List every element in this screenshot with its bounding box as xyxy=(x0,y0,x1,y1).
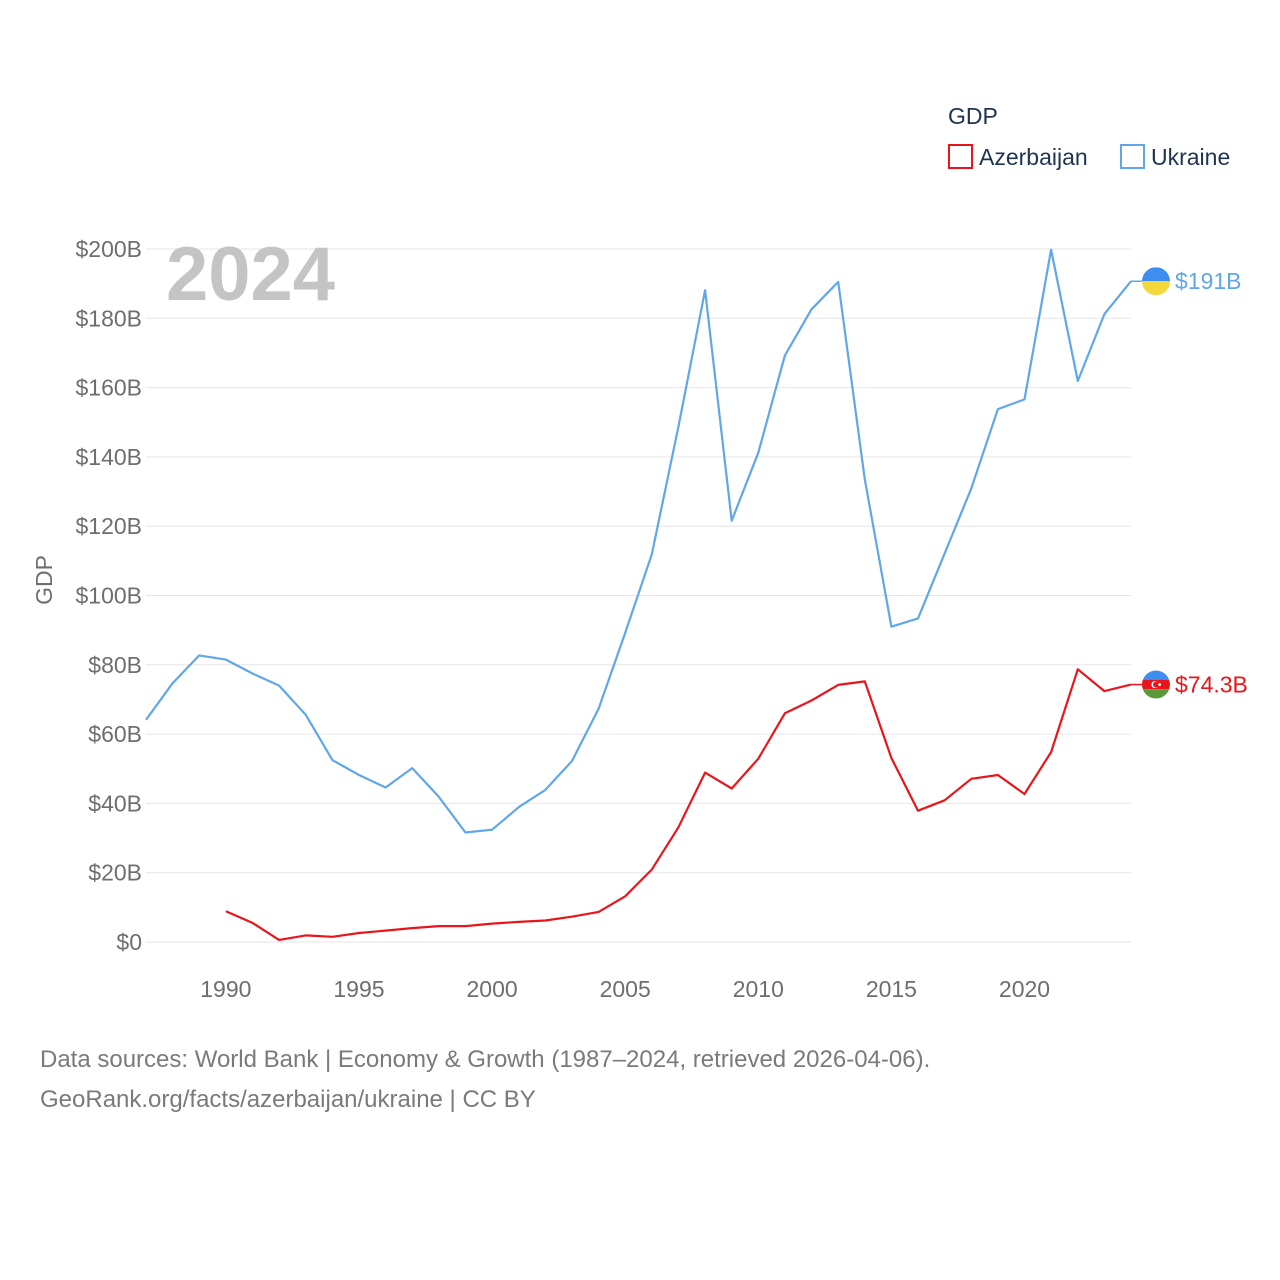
legend-label-ukraine: Ukraine xyxy=(1151,144,1230,170)
y-tick-label: $120B xyxy=(75,513,142,539)
x-tick-label: 2020 xyxy=(999,976,1050,1002)
series-line-ukraine[interactable] xyxy=(145,248,1132,834)
end-markers: $74.3B $191B xyxy=(1131,267,1248,699)
series-line-azerbaijan[interactable] xyxy=(225,668,1132,942)
x-tick-label: 1995 xyxy=(333,976,384,1002)
x-tick-label: 2000 xyxy=(466,976,517,1002)
azerbaijan-flag-icon xyxy=(1142,670,1170,699)
x-tick-label: 2015 xyxy=(866,976,917,1002)
y-axis-ticks: $0 $20B $40B $60B $80B $100B $120B $140B $160B $1… xyxy=(75,236,142,955)
legend-item-azerbaijan[interactable]: Azerbaijan xyxy=(948,144,1088,170)
y-tick-label: $80B xyxy=(88,652,142,678)
legend-swatch-azerbaijan xyxy=(948,144,973,169)
y-tick-label: $60B xyxy=(88,721,142,747)
y-tick-label: $180B xyxy=(75,305,142,331)
y-tick-label: $160B xyxy=(75,375,142,401)
y-axis-title: GDP xyxy=(31,555,57,605)
x-tick-label: 2005 xyxy=(600,976,651,1002)
year-stamp: 2024 xyxy=(166,232,335,317)
attribution-link[interactable]: GeoRank.org/facts/azerbaijan/ukraine | C… xyxy=(40,1086,536,1113)
data-sources-text: Data sources: World Bank | Economy & Gro… xyxy=(40,1046,931,1073)
y-tick-label: $140B xyxy=(75,444,142,470)
ukraine-flag-icon xyxy=(1142,267,1170,296)
y-tick-label: $100B xyxy=(75,583,142,609)
legend-title: GDP xyxy=(948,103,998,129)
end-value-label-azerbaijan: $74.3B xyxy=(1175,672,1248,698)
y-tick-label: $200B xyxy=(75,236,142,262)
legend-item-ukraine[interactable]: Ukraine xyxy=(1120,144,1230,170)
legend: GDP Azerbaijan Ukraine xyxy=(948,103,1230,170)
y-tick-label: $40B xyxy=(88,790,142,816)
y-tick-label: $0 xyxy=(116,929,142,955)
x-tick-label: 2010 xyxy=(733,976,784,1002)
end-value-label-ukraine: $191B xyxy=(1175,268,1242,294)
series-lines xyxy=(145,248,1132,942)
footer: Data sources: World Bank | Economy & Gro… xyxy=(40,1040,1240,1120)
legend-swatch-ukraine xyxy=(1120,144,1145,169)
x-axis-ticks: 1990 1995 2000 2005 2010 2015 2020 xyxy=(200,976,1050,1002)
legend-label-azerbaijan: Azerbaijan xyxy=(979,144,1088,170)
y-tick-label: $20B xyxy=(88,860,142,886)
x-tick-label: 1990 xyxy=(200,976,251,1002)
